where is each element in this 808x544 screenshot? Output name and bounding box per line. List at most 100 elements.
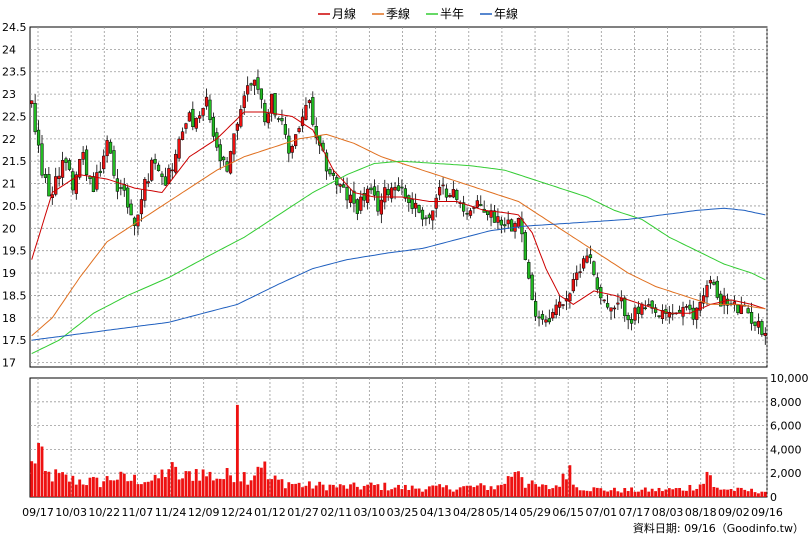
volume-bar (465, 485, 469, 497)
x-tick-label: 11/24 (155, 506, 187, 519)
volume-bar (623, 488, 627, 497)
volume-bar (174, 466, 178, 497)
candle-body (386, 189, 390, 196)
volume-bar (619, 492, 623, 497)
volume-bar (534, 484, 538, 497)
candle-body (47, 174, 51, 197)
volume-bar (441, 487, 445, 497)
candle-body (581, 258, 586, 269)
volume-bar (489, 486, 493, 497)
volume-bar (57, 473, 61, 497)
candle-body (273, 93, 277, 116)
volume-bar (499, 484, 503, 497)
candle-body (705, 285, 709, 298)
x-tick-label: 12/24 (221, 506, 253, 519)
volume-bar (47, 471, 51, 497)
price-tick-label: 18 (2, 312, 16, 325)
candle-body (369, 187, 373, 191)
candle-body (688, 304, 692, 310)
volume-bar (366, 484, 370, 497)
volume-bar (530, 480, 534, 497)
volume-bar (44, 470, 47, 497)
candle-body (139, 199, 144, 215)
volume-bar (609, 490, 613, 497)
candle-body (568, 293, 572, 302)
volume-bar (143, 482, 147, 497)
volume-bar (421, 491, 424, 497)
candle-body (691, 307, 695, 320)
volume-bar (33, 463, 37, 497)
candle-body (575, 272, 579, 280)
volume-bar (283, 488, 287, 497)
x-tick-label: 01/27 (287, 506, 319, 519)
volume-bar (602, 490, 606, 497)
candle-body (653, 307, 658, 313)
volume-bar (726, 489, 729, 497)
candle-body (414, 202, 418, 209)
candle-body (701, 295, 706, 304)
volume-bar (578, 490, 582, 497)
volume-bar (338, 484, 342, 497)
candle-body (376, 191, 380, 212)
volume-bar (763, 491, 767, 497)
volume-tick-label: 2,000 (770, 467, 802, 480)
candle-body (191, 108, 195, 127)
candle-body (763, 333, 767, 336)
candle-body (115, 178, 120, 192)
volume-bar (475, 485, 479, 497)
candle-body (43, 174, 48, 178)
ma-line-2 (31, 133, 766, 337)
volume-bar (606, 491, 610, 497)
volume-bar (438, 484, 442, 497)
volume-bar (513, 472, 517, 497)
volume-bar (133, 474, 136, 497)
candle-body (506, 219, 510, 225)
volume-bar (92, 476, 95, 497)
volume-bar (486, 489, 490, 497)
candle-body (489, 210, 493, 218)
volume-bar (427, 486, 431, 497)
candle-body (492, 210, 497, 223)
price-tick-label: 17 (2, 357, 16, 370)
candle-body (352, 190, 356, 204)
candle-body (64, 158, 68, 163)
candle-body (242, 95, 246, 108)
volume-bar (297, 482, 301, 497)
volume-bar (695, 488, 699, 497)
volume-bar (369, 482, 373, 497)
volume-bar (746, 491, 750, 497)
price-tick-label: 17.5 (2, 334, 27, 347)
candle-body (307, 100, 311, 104)
volume-bar (657, 487, 661, 497)
volume-bar (235, 404, 239, 497)
volume-bar (211, 480, 215, 497)
candle-body (633, 307, 637, 321)
volume-bar (568, 465, 572, 497)
candle-body (177, 138, 181, 159)
volume-bar (263, 461, 267, 497)
volume-bar (98, 487, 102, 497)
volume-bar (239, 481, 243, 497)
volume-bar (249, 480, 253, 497)
candle-body (551, 312, 555, 319)
volume-bar (643, 487, 647, 497)
volume-bar (527, 483, 531, 497)
volume-bar (301, 487, 304, 497)
candle-body (609, 307, 613, 312)
volume-bar (194, 469, 198, 497)
candle-body (588, 254, 593, 259)
candle-body (276, 118, 281, 120)
candle-body (722, 295, 726, 306)
volume-bar (109, 480, 112, 497)
volume-bar (506, 476, 510, 497)
volume-bar (455, 489, 459, 497)
candle-body (605, 303, 610, 308)
volume-bar (307, 481, 311, 497)
volume-bar (520, 477, 524, 497)
candle-body (249, 83, 253, 86)
volume-bar (198, 480, 202, 497)
candle-body (331, 172, 335, 176)
volume-tick-label: 10,000 (770, 372, 808, 385)
candle-body (667, 312, 671, 318)
candle-body (438, 186, 442, 196)
